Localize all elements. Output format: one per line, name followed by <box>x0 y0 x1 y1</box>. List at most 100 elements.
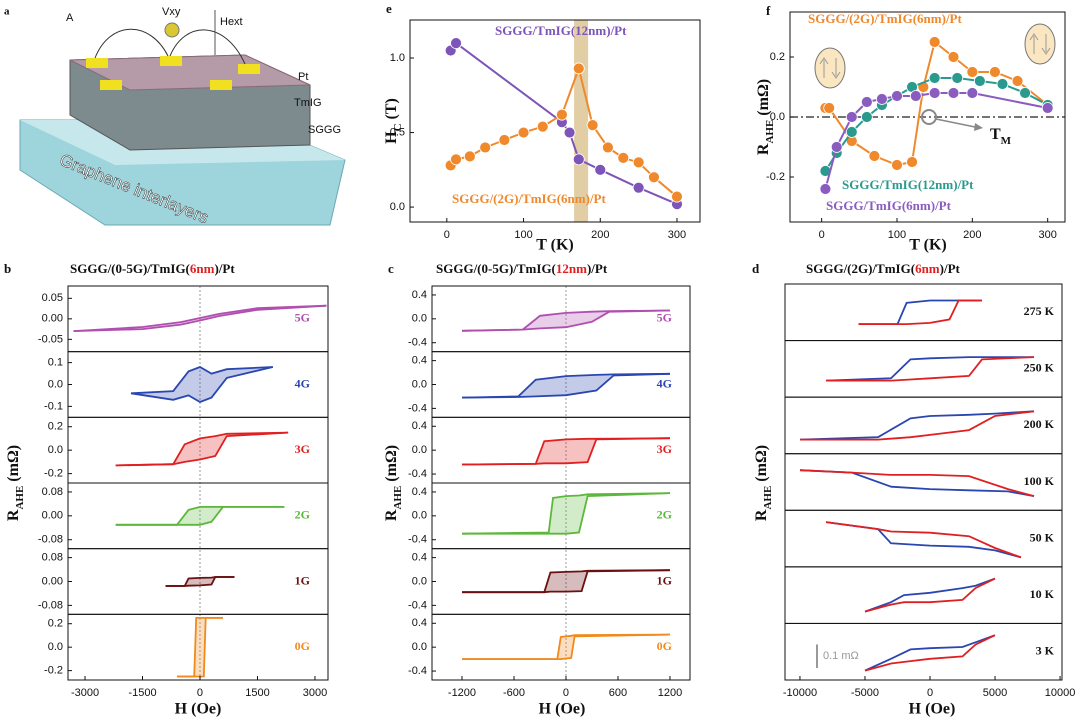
chart-panel: f TM 0 100 200 300 -0.2 0.0 0.2 SGGG/(2G)/TmIG(6n… <box>755 3 1066 254</box>
title-part: SGGG/(0-5G)/TmIG( <box>70 261 190 276</box>
panel-title: SGGG/(0-5G)/TmIG(12nm)/Pt <box>436 261 608 276</box>
data-point <box>1041 102 1054 114</box>
y-tick-label: 0.00 <box>42 313 63 325</box>
y-label-main: R <box>5 509 22 521</box>
data-point <box>928 72 941 84</box>
series-label: SGGG/(2G)/TmIG(6nm)/Pt <box>452 191 607 206</box>
data-point <box>966 66 979 78</box>
data-point <box>517 126 530 139</box>
panel-label: b <box>4 261 11 276</box>
y-tick-label: -0.1 <box>44 400 63 412</box>
spin-icon <box>814 47 846 89</box>
subplot-frame <box>784 396 1063 455</box>
sweep-up <box>462 569 671 594</box>
tm-arrow <box>935 118 976 128</box>
y-tick-label: 0.08 <box>42 486 63 498</box>
y-tick-label: -0.08 <box>38 599 63 611</box>
chart-panel: d SGGG/(2G)/TmIG(6nm)/Pt 275 K 250 K 200 K 10… <box>752 261 1075 718</box>
schematic-label: Vxy <box>162 6 181 18</box>
y-label-unit: (mΩ) <box>383 445 400 482</box>
sweep-up <box>826 356 1035 382</box>
data-point <box>450 153 462 166</box>
tm-marker <box>921 109 937 125</box>
data-point <box>989 66 1001 78</box>
series-line <box>824 92 1048 190</box>
y-tick-label: 0.0 <box>412 313 427 325</box>
x-tick-label: 300 <box>668 229 686 241</box>
title-part: )/Pt <box>214 261 235 276</box>
title-part: 12nm <box>556 261 587 276</box>
y-label-unit: (mΩ) <box>5 445 22 482</box>
y-tick-label: -0.2 <box>44 665 63 677</box>
x-tick-label: -1500 <box>128 687 156 699</box>
data-point <box>966 87 979 99</box>
data-point <box>891 90 903 102</box>
loop-fill <box>462 493 670 534</box>
y-axis-label: RAHE (mΩ) <box>383 445 404 521</box>
y-tick-label: 0.4 <box>412 355 427 367</box>
contact <box>160 56 182 66</box>
data-point <box>906 156 918 168</box>
sweep-up <box>461 309 671 332</box>
data-point <box>463 150 476 163</box>
series-label: SGGG/TmIG(6nm)/Pt <box>826 198 952 213</box>
chart-panel: c SGGG/(0-5G)/TmIG(12nm)/Pt -0.4 0.0 0.4 5G -0… <box>383 261 691 718</box>
subplot-label: 0G <box>657 639 672 653</box>
data-point <box>951 72 964 84</box>
title-part: 6nm <box>190 261 215 276</box>
subplot-label: 4G <box>295 376 310 390</box>
series-label: SGGG/TmIG(12nm)/Pt <box>842 177 974 192</box>
data-point <box>928 36 941 48</box>
subplot-frame <box>784 566 1063 624</box>
sweep-up <box>165 576 235 587</box>
y-tick-label: 0.0 <box>770 111 785 123</box>
panel-label: a <box>4 6 10 18</box>
y-label-sub: C <box>392 123 404 131</box>
subplot-label: 0G <box>295 639 310 653</box>
title-part: 6nm <box>915 261 940 276</box>
title-part: SGGG/(2G)/TmIG( <box>806 261 915 276</box>
loop-fill <box>131 367 273 402</box>
data-point <box>891 159 903 171</box>
plot-frame <box>409 19 701 223</box>
sweep-down <box>130 366 273 395</box>
x-tick-label: 0 <box>197 687 203 699</box>
voltmeter <box>164 22 180 38</box>
sweep-down <box>864 577 996 613</box>
y-tick-label: 0.00 <box>42 510 63 522</box>
sweep-down <box>73 304 327 332</box>
spin-arrows <box>1029 33 1051 55</box>
data-point <box>1019 87 1031 99</box>
loop-fill <box>462 570 670 593</box>
schematic-label: Pt <box>298 71 308 83</box>
y-tick-label: 0.2 <box>770 51 785 63</box>
x-axis-label: T (K) <box>909 237 946 254</box>
schematic: a A Vxy Hext Pt TmIG SGGG Graphene inter… <box>4 6 346 228</box>
data-point <box>947 87 960 99</box>
x-tick-label: 10000 <box>1045 687 1076 699</box>
panel-title: SGGG/(0-5G)/TmIG(6nm)/Pt <box>70 261 235 276</box>
data-point <box>563 126 576 139</box>
subplot-label: 50 K <box>1030 530 1055 544</box>
y-tick-label: 0.1 <box>48 357 63 369</box>
title-part: )/Pt <box>587 261 608 276</box>
y-tick-label: 0.2 <box>48 618 63 630</box>
loop-fill <box>165 577 235 586</box>
sweep-up <box>130 366 274 403</box>
data-point <box>845 126 858 138</box>
sweep-up <box>115 431 289 467</box>
data-point <box>648 171 660 184</box>
x-axis-label: H (Oe) <box>175 701 222 718</box>
y-tick-label: -0.2 <box>44 468 63 480</box>
subplot-label: 250 K <box>1024 361 1055 375</box>
subplot-frame <box>784 283 1063 342</box>
y-tick-label: 0.00 <box>42 575 63 587</box>
y-tick-label: 0.0 <box>412 575 427 587</box>
y-label-sub: AHE <box>14 486 26 510</box>
x-axis-label: H (Oe) <box>539 701 586 718</box>
loop-fill <box>115 506 285 525</box>
subplot-frame <box>784 509 1063 568</box>
schematic-label: SGGG <box>308 124 341 136</box>
data-point <box>602 141 614 154</box>
x-tick-label: -1200 <box>448 687 476 699</box>
